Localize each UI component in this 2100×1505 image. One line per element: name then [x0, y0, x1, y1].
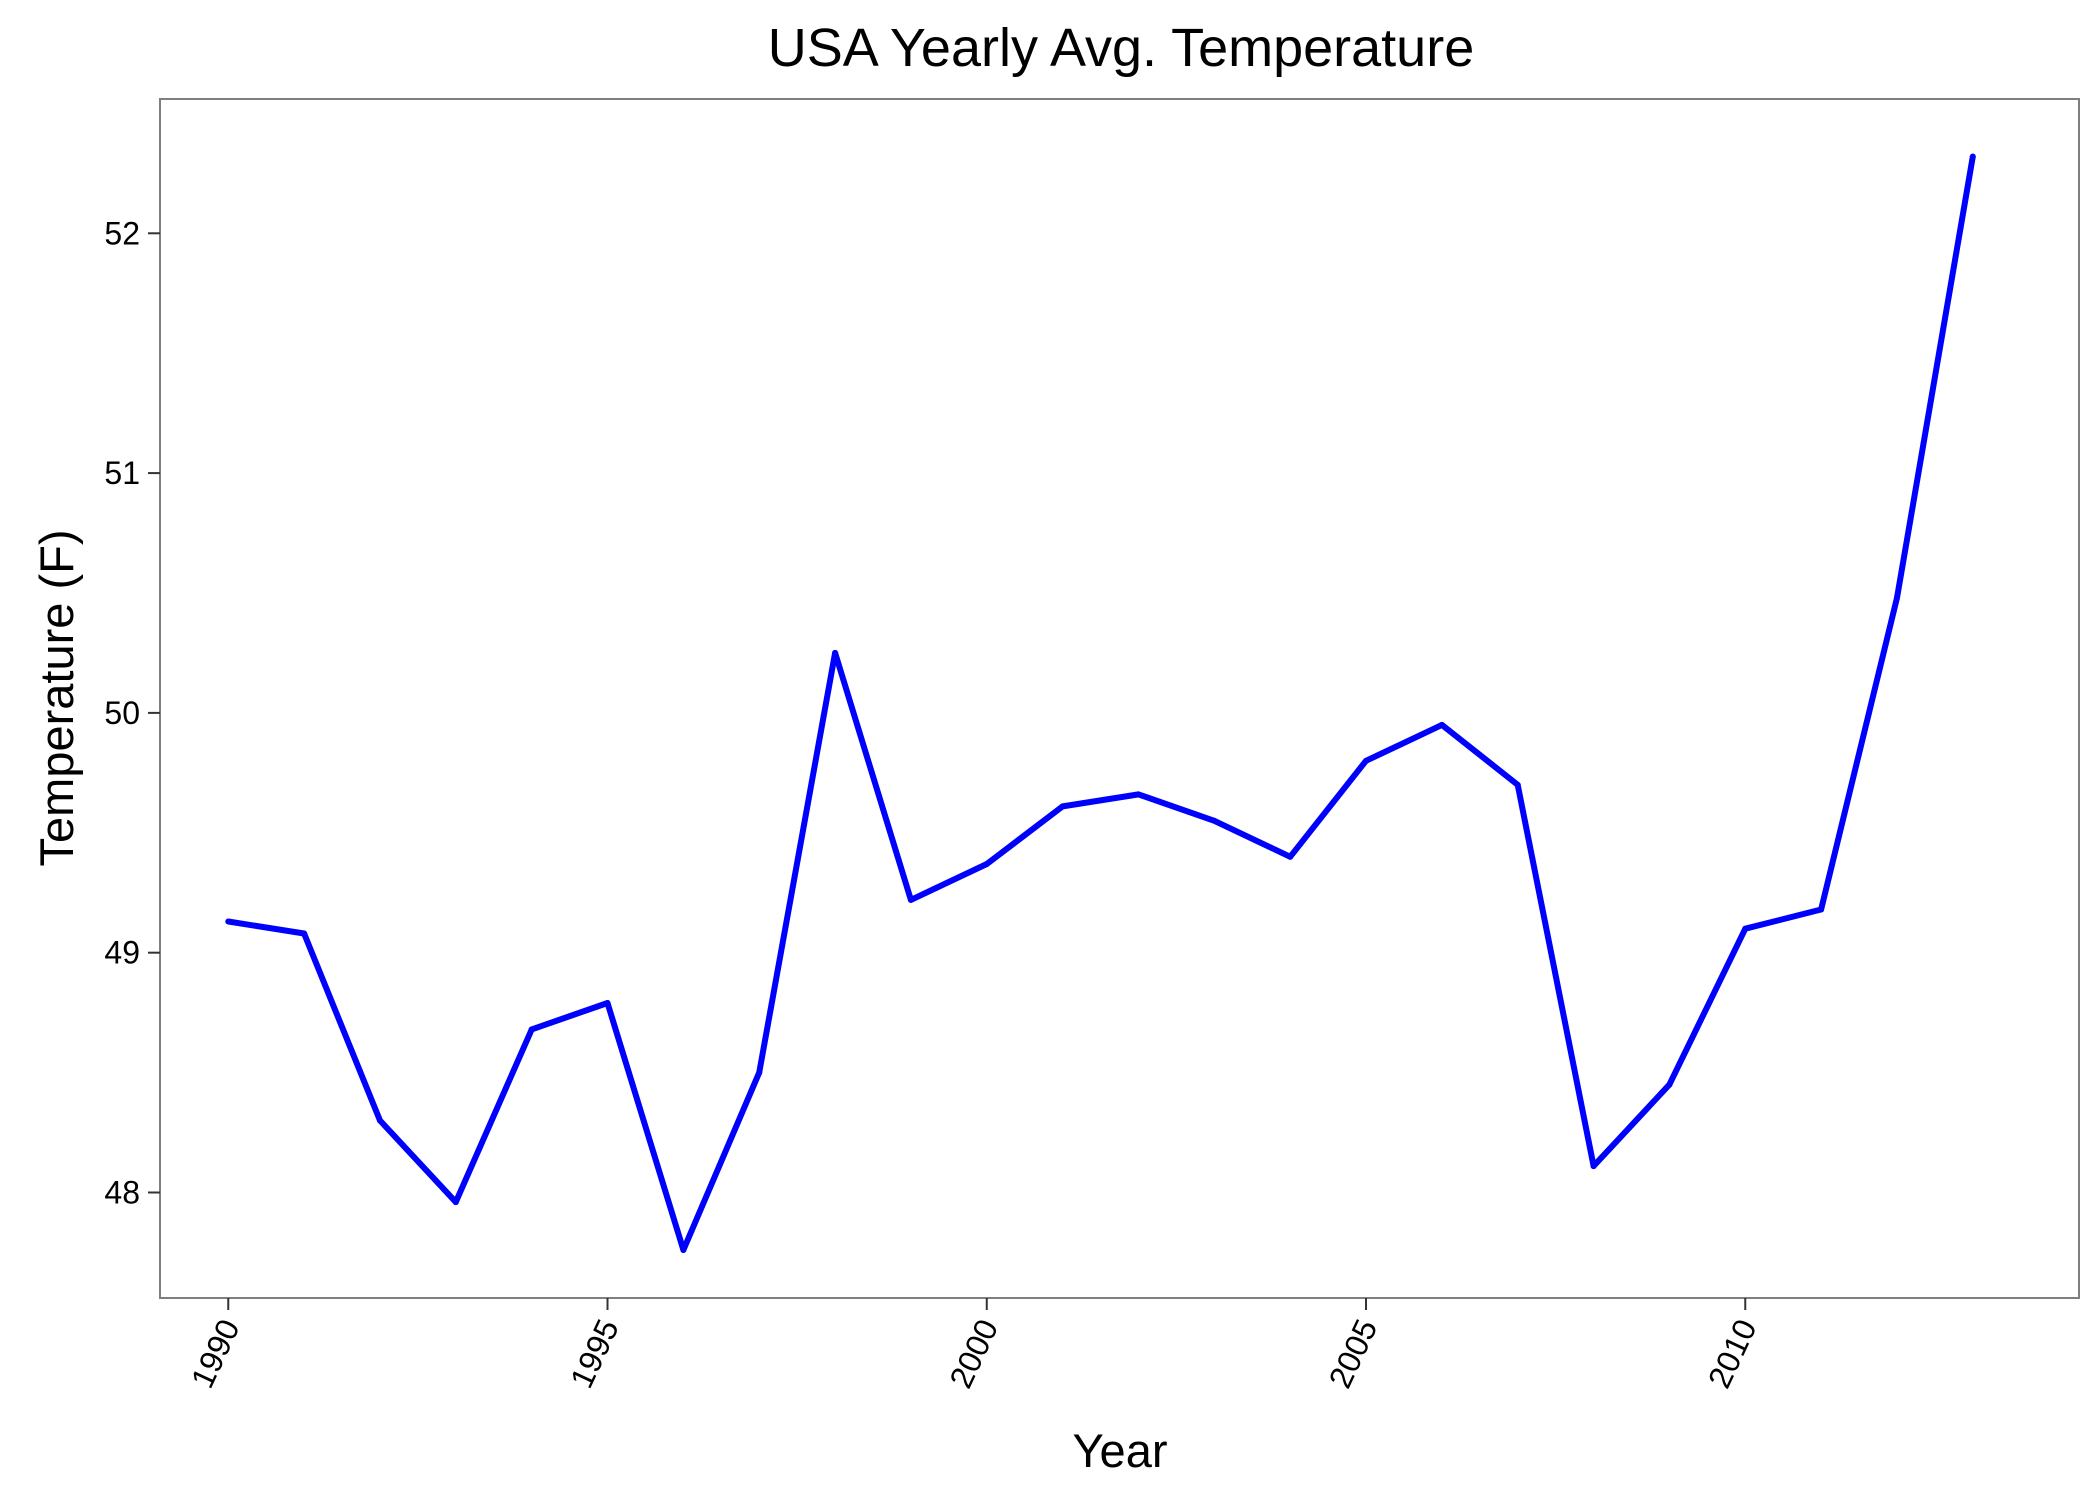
y-tick-label: 52 [104, 215, 140, 251]
data-point [452, 1199, 459, 1206]
data-point [1590, 1163, 1597, 1170]
x-tick-label: 1990 [184, 1314, 247, 1394]
data-point [1211, 817, 1218, 824]
data-point [225, 918, 232, 925]
x-tick-label: 2005 [1322, 1314, 1385, 1394]
data-point [376, 1117, 383, 1124]
y-tick-label: 50 [104, 695, 140, 731]
data-point [604, 1000, 611, 1007]
data-point [680, 1247, 687, 1254]
y-tick-label: 51 [104, 455, 140, 491]
data-point [1969, 153, 1976, 160]
data-point [1514, 781, 1521, 788]
y-axis-title: Temperature (F) [30, 530, 83, 867]
y-axis: 48 49 50 51 52 [104, 215, 160, 1210]
data-point [1059, 803, 1066, 810]
data-point [756, 1069, 763, 1076]
x-tick-label: 2010 [1701, 1314, 1764, 1394]
data-point [1135, 791, 1142, 798]
series-line [227, 156, 1976, 1253]
data-point [528, 1026, 535, 1033]
data-point [1666, 1081, 1673, 1088]
data-point [983, 860, 990, 867]
plot-panel [159, 98, 2080, 1299]
data-point [907, 896, 914, 903]
data-point [1893, 594, 1900, 601]
y-tick-label: 48 [104, 1174, 140, 1210]
x-axis-title: Year [1073, 1424, 1168, 1477]
data-point [1818, 906, 1825, 913]
data-point [1287, 853, 1294, 860]
data-point [1438, 721, 1445, 728]
chart-title: USA Yearly Avg. Temperature [768, 18, 1474, 78]
x-tick-label: 2000 [942, 1314, 1005, 1394]
data-point [832, 649, 839, 656]
series-group [225, 153, 1976, 1254]
data-point [1742, 925, 1749, 932]
x-tick-label: 1995 [563, 1314, 626, 1394]
data-point [1363, 757, 1370, 764]
data-point [301, 930, 308, 937]
x-axis: 1990 1995 2000 2005 2010 [184, 1298, 1764, 1393]
y-tick-label: 49 [104, 935, 140, 971]
